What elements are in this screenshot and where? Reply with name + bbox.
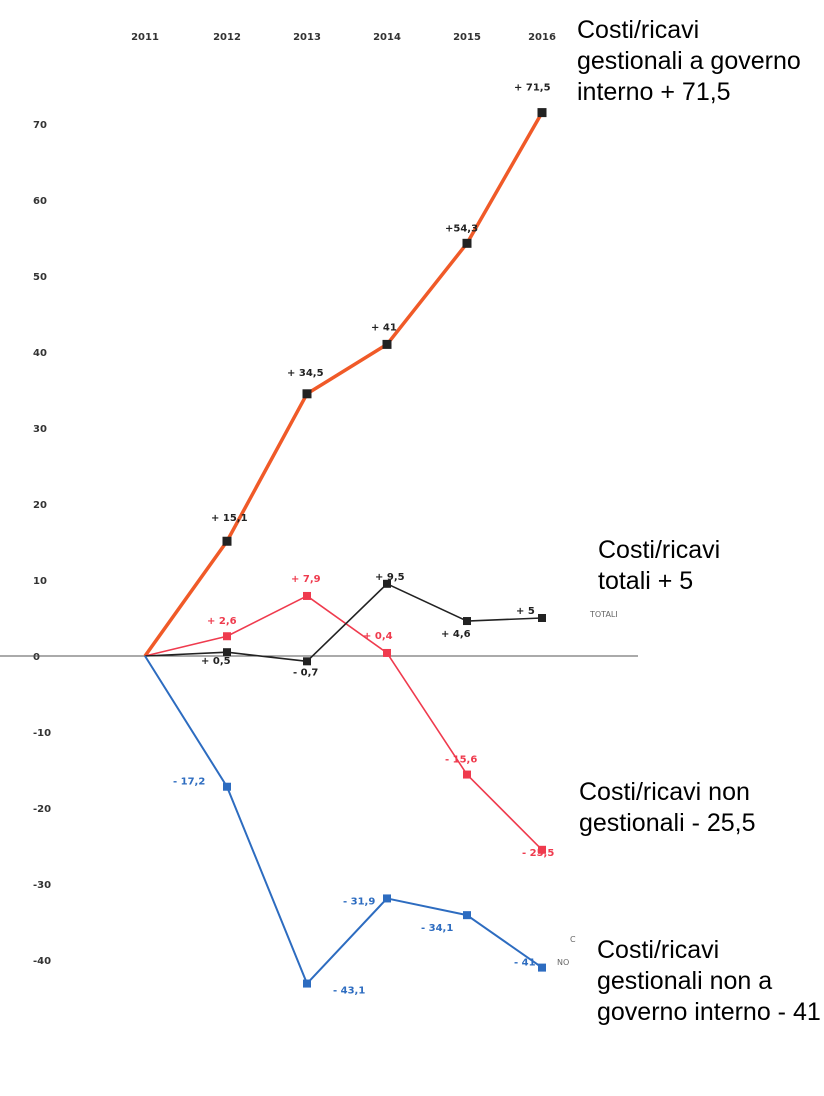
y-axis-tick-labels: 70 60 50 40 30 20 10 0 -10 -20 -30 -40: [33, 120, 51, 967]
data-label: + 9,5: [375, 572, 405, 583]
series-lines: [143, 111, 544, 985]
callout-totali: Costi/ricavi totali + 5: [598, 536, 721, 595]
y-tick-label: 20: [33, 500, 47, 511]
data-point: [463, 911, 471, 920]
y-tick-label: 60: [33, 196, 47, 207]
data-label: + 5: [516, 606, 535, 617]
data-label: - 31,9: [343, 896, 375, 907]
data-point: [303, 979, 311, 988]
data-point: [537, 108, 547, 118]
x-tick-label: 2015: [453, 32, 481, 43]
data-label: + 0,4: [363, 631, 393, 642]
data-point: [383, 648, 391, 657]
data-point: [382, 339, 392, 349]
x-axis-tick-labels: 2011 2012 2013 2014 2015 2016: [131, 32, 556, 43]
y-tick-label: 10: [33, 576, 47, 587]
data-point: [463, 770, 471, 779]
data-label: + 4,6: [441, 629, 471, 640]
data-point: [538, 963, 546, 972]
data-point: [538, 845, 546, 854]
series-line: [143, 111, 544, 658]
x-tick-label: 2011: [131, 32, 159, 43]
callout-gestionali-governo-interno: Costi/ricavi gestionali a governo intern…: [577, 16, 801, 106]
y-tick-label: 0: [33, 652, 40, 663]
data-point: [538, 614, 546, 622]
data-label: - 43,1: [333, 986, 365, 997]
data-label: - 17,2: [173, 777, 205, 788]
data-point: [302, 389, 312, 399]
y-tick-label: 50: [33, 272, 47, 283]
tag-blue-c: C: [570, 935, 576, 944]
callout-gestionali-non-governo-interno: Costi/ricavi gestionali non a governo in…: [597, 936, 821, 1026]
series-line: [144, 655, 543, 985]
data-point: [462, 238, 472, 248]
y-tick-label: -40: [33, 956, 51, 967]
series-data-labels: + 15,1 + 34,5 + 41 +54,3 + 71,5 + 2,6 + 7,9 + 0…: [173, 83, 554, 997]
y-tick-label: 70: [33, 120, 47, 131]
data-point: [222, 536, 232, 546]
series-points: [222, 108, 547, 988]
data-label: + 34,5: [287, 368, 324, 379]
x-tick-label: 2014: [373, 32, 401, 43]
data-label: - 34,1: [421, 923, 453, 934]
y-tick-label: -10: [33, 728, 51, 739]
series-line: [144, 595, 543, 851]
y-tick-label: -20: [33, 804, 51, 815]
callout-non-gestionali: Costi/ricavi non gestionali - 25,5: [579, 778, 756, 837]
data-label: + 7,9: [291, 574, 321, 585]
data-point: [303, 591, 311, 600]
data-point: [223, 648, 231, 657]
x-tick-label: 2013: [293, 32, 321, 43]
y-tick-label: 40: [33, 348, 47, 359]
data-point: [383, 894, 391, 903]
data-label: + 41: [371, 322, 397, 333]
y-tick-label: -30: [33, 880, 51, 891]
x-tick-label: 2012: [213, 32, 241, 43]
y-tick-label: 30: [33, 424, 47, 435]
data-label: + 15,1: [211, 513, 248, 524]
tag-totali: TOTALI: [590, 610, 618, 619]
data-point: [383, 579, 391, 588]
tag-blue-no: NO: [557, 958, 570, 967]
data-label: - 15,6: [445, 755, 477, 766]
x-tick-label: 2016: [528, 32, 556, 43]
data-point: [303, 657, 311, 666]
series-line: [144, 582, 543, 663]
data-point: [223, 782, 231, 791]
data-label: + 2,6: [207, 616, 237, 627]
data-label: + 0,5: [201, 656, 231, 667]
data-label: + 71,5: [514, 83, 551, 94]
data-label: +54,3: [445, 223, 478, 234]
data-label: - 41: [514, 958, 536, 969]
data-label: - 25,5: [522, 848, 554, 859]
data-point: [223, 632, 231, 641]
data-point: [463, 617, 471, 626]
data-label: - 0,7: [293, 667, 318, 678]
